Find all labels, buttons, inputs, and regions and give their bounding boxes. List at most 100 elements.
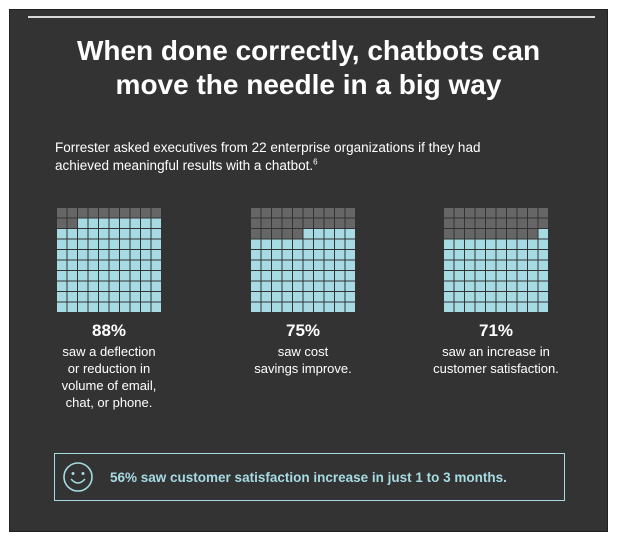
waffle-cell-filled: [151, 218, 161, 228]
waffle-cell-filled: [250, 302, 260, 312]
stat-description-1: saw a deflection or reduction in volume …: [24, 343, 194, 411]
waffle-cell-filled: [517, 292, 527, 302]
waffle-cell-filled: [506, 260, 516, 270]
waffle-cell-empty: [485, 208, 495, 218]
waffle-cell-empty: [56, 218, 66, 228]
waffle-cell-filled: [140, 250, 150, 260]
waffle-cell-filled: [109, 229, 119, 239]
waffle-cell-filled: [282, 302, 292, 312]
waffle-cell-filled: [538, 292, 548, 302]
waffle-cell-filled: [334, 250, 344, 260]
waffle-cell-filled: [496, 239, 506, 249]
waffle-cell-filled: [67, 250, 77, 260]
waffle-cell-filled: [151, 281, 161, 291]
footnote-marker: 6: [313, 157, 318, 167]
waffle-cell-filled: [261, 250, 271, 260]
waffle-cell-filled: [109, 250, 119, 260]
waffle-cell-filled: [496, 302, 506, 312]
stat-percentage-2: 75%: [285, 321, 321, 340]
waffle-cell-filled: [56, 302, 66, 312]
waffle-cell-filled: [303, 229, 313, 239]
waffle-cell-filled: [517, 260, 527, 270]
waffle-cell-filled: [140, 218, 150, 228]
desc-line: volume of email,: [61, 378, 157, 393]
waffle-cell-filled: [324, 281, 334, 291]
waffle-cell-filled: [464, 292, 474, 302]
waffle-cell-empty: [475, 218, 485, 228]
waffle-cell-filled: [98, 302, 108, 312]
waffle-cell-filled: [475, 260, 485, 270]
waffle-cell-filled: [271, 239, 281, 249]
waffle-cell-filled: [77, 271, 87, 281]
waffle-cell-filled: [88, 250, 98, 260]
waffle-cell-filled: [88, 260, 98, 270]
waffle-cell-filled: [56, 239, 66, 249]
waffle-cell-filled: [517, 281, 527, 291]
waffle-cell-empty: [140, 208, 150, 218]
waffle-cell-filled: [443, 271, 453, 281]
waffle-cell-filled: [250, 260, 260, 270]
waffle-cell-empty: [345, 218, 355, 228]
waffle-cell-filled: [109, 271, 119, 281]
waffle-cell-filled: [109, 302, 119, 312]
waffle-cell-empty: [464, 229, 474, 239]
waffle-cell-filled: [271, 281, 281, 291]
waffle-cell-filled: [151, 292, 161, 302]
waffle-cell-filled: [56, 260, 66, 270]
waffle-cell-filled: [527, 239, 537, 249]
waffle-cell-filled: [130, 218, 140, 228]
waffle-cell-empty: [517, 218, 527, 228]
waffle-cell-filled: [56, 271, 66, 281]
waffle-cell-filled: [98, 281, 108, 291]
waffle-cell-filled: [464, 271, 474, 281]
waffle-cell-filled: [303, 302, 313, 312]
waffle-cell-empty: [496, 208, 506, 218]
waffle-cell-filled: [119, 281, 129, 291]
waffle-chart-2: [250, 208, 355, 312]
waffle-cell-filled: [119, 292, 129, 302]
waffle-cell-filled: [130, 239, 140, 249]
waffle-cell-filled: [140, 239, 150, 249]
waffle-cell-filled: [77, 229, 87, 239]
waffle-cell-filled: [140, 281, 150, 291]
waffle-cell-filled: [119, 302, 129, 312]
waffle-cell-empty: [261, 218, 271, 228]
waffle-cell-empty: [464, 208, 474, 218]
waffle-cell-filled: [485, 271, 495, 281]
waffle-cell-filled: [67, 229, 77, 239]
waffle-cell-filled: [77, 250, 87, 260]
waffle-cell-empty: [506, 208, 516, 218]
waffle-cell-filled: [464, 239, 474, 249]
waffle-cell-filled: [77, 239, 87, 249]
waffle-cell-filled: [454, 271, 464, 281]
waffle-cell-filled: [464, 260, 474, 270]
waffle-cell-filled: [130, 250, 140, 260]
waffle-cell-filled: [88, 229, 98, 239]
waffle-cell-filled: [98, 229, 108, 239]
waffle-cell-filled: [130, 302, 140, 312]
desc-line: saw cost: [277, 344, 329, 359]
waffle-cell-filled: [475, 292, 485, 302]
waffle-cell-empty: [271, 208, 281, 218]
waffle-cell-filled: [538, 260, 548, 270]
waffle-cell-empty: [119, 208, 129, 218]
waffle-cell-filled: [496, 292, 506, 302]
waffle-cell-filled: [119, 229, 129, 239]
waffle-cell-filled: [538, 302, 548, 312]
waffle-cell-filled: [345, 271, 355, 281]
waffle-cell-filled: [119, 271, 129, 281]
waffle-cell-filled: [67, 292, 77, 302]
waffle-cell-filled: [67, 260, 77, 270]
waffle-cell-filled: [538, 239, 548, 249]
waffle-cell-filled: [313, 302, 323, 312]
waffle-cell-filled: [119, 218, 129, 228]
waffle-cell-filled: [292, 271, 302, 281]
waffle-cell-filled: [345, 292, 355, 302]
desc-line: chat, or phone.: [65, 395, 153, 410]
waffle-cell-filled: [67, 271, 77, 281]
waffle-cell-empty: [282, 208, 292, 218]
stat-block-2: 75% saw cost savings improve.: [218, 208, 388, 377]
waffle-cell-filled: [77, 292, 87, 302]
waffle-cell-filled: [98, 218, 108, 228]
waffle-cell-filled: [324, 260, 334, 270]
